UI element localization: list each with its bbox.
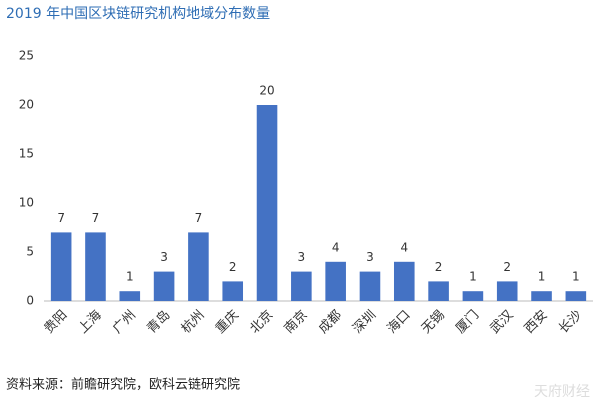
data-label: 1: [126, 270, 134, 284]
x-tick-label: 厦门: [453, 308, 482, 337]
x-tick-label: 成都: [316, 308, 345, 337]
x-tick-label: 海口: [385, 308, 414, 337]
data-label: 3: [298, 250, 306, 264]
data-label: 3: [160, 250, 168, 264]
data-label: 7: [57, 211, 65, 225]
chart-title: 2019 年中国区块链研究机构地域分布数量: [6, 6, 270, 22]
data-label: 2: [229, 260, 237, 274]
bar: [188, 232, 209, 301]
x-tick-label: 武汉: [488, 308, 517, 337]
x-tick-label: 无锡: [419, 308, 448, 337]
watermark: 天府财经: [534, 384, 590, 400]
data-label: 1: [538, 270, 546, 284]
data-label: 7: [195, 211, 203, 225]
x-tick-label: 贵阳: [41, 308, 70, 337]
x-tick-label: 上海: [76, 308, 105, 337]
bar: [119, 291, 141, 301]
y-tick-label: 10: [19, 196, 34, 210]
bar: [565, 291, 587, 301]
x-tick-label: 杭州: [179, 308, 208, 337]
y-tick-label: 20: [19, 98, 34, 112]
bar: [222, 281, 244, 301]
data-label: 7: [92, 211, 100, 225]
x-tick-label: 深圳: [350, 308, 379, 337]
x-tick-label: 西安: [522, 308, 551, 337]
data-label: 3: [366, 250, 374, 264]
data-label: 4: [332, 240, 340, 254]
bar: [325, 261, 346, 301]
y-tick-label: 5: [26, 245, 34, 259]
data-label: 1: [572, 270, 580, 284]
data-label: 1: [469, 270, 477, 284]
y-tick-label: 15: [19, 147, 34, 161]
y-tick-label: 25: [19, 49, 34, 63]
data-label: 4: [400, 240, 408, 254]
bar: [256, 105, 278, 301]
bar: [462, 291, 484, 301]
x-tick-label: 广州: [110, 308, 139, 337]
x-tick-label: 北京: [247, 308, 276, 337]
bar: [291, 271, 312, 301]
data-label: 2: [503, 260, 511, 274]
bar: [428, 281, 449, 301]
data-label: 2: [435, 260, 443, 274]
bar: [50, 232, 72, 301]
bar: [531, 291, 552, 301]
bar: [85, 232, 106, 301]
x-tick-label: 长沙: [556, 308, 585, 337]
x-tick-label: 重庆: [212, 307, 242, 337]
bar: [496, 281, 518, 301]
x-tick-label: 青岛: [144, 307, 174, 337]
source-note: 资料来源：前瞻研究院，欧科云链研究院: [6, 377, 240, 393]
x-tick-label: 南京: [281, 307, 311, 337]
bar: [359, 271, 381, 301]
bar: [153, 271, 175, 301]
data-label: 20: [259, 84, 274, 98]
bar: [393, 261, 415, 301]
y-tick-label: 0: [26, 294, 34, 308]
